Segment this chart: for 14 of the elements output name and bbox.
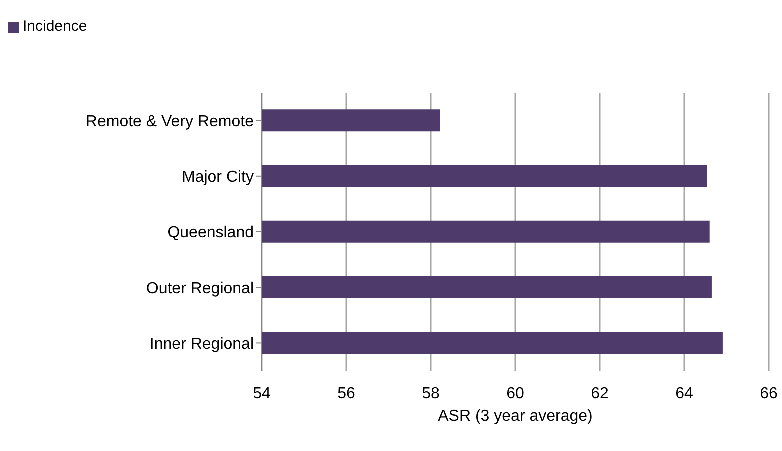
x-tick-label: 58: [422, 385, 440, 402]
legend-label: Incidence: [23, 18, 88, 35]
x-tick-label: 60: [506, 385, 524, 402]
y-tick-label: Outer Regional: [146, 280, 254, 298]
x-tick-label: 62: [591, 385, 609, 402]
y-tick-label: Queensland: [168, 224, 254, 242]
x-tick-label: 54: [253, 385, 271, 402]
x-tick-label: 64: [676, 385, 694, 402]
x-tick-label: 56: [338, 385, 356, 402]
y-tick-label: Remote & Very Remote: [86, 113, 254, 130]
x-tick-label: 66: [760, 385, 778, 402]
y-tick-label: Major City: [182, 169, 254, 186]
x-axis-title: ASR (3 year average): [438, 408, 593, 425]
y-tick-label: Inner Regional: [150, 336, 254, 353]
